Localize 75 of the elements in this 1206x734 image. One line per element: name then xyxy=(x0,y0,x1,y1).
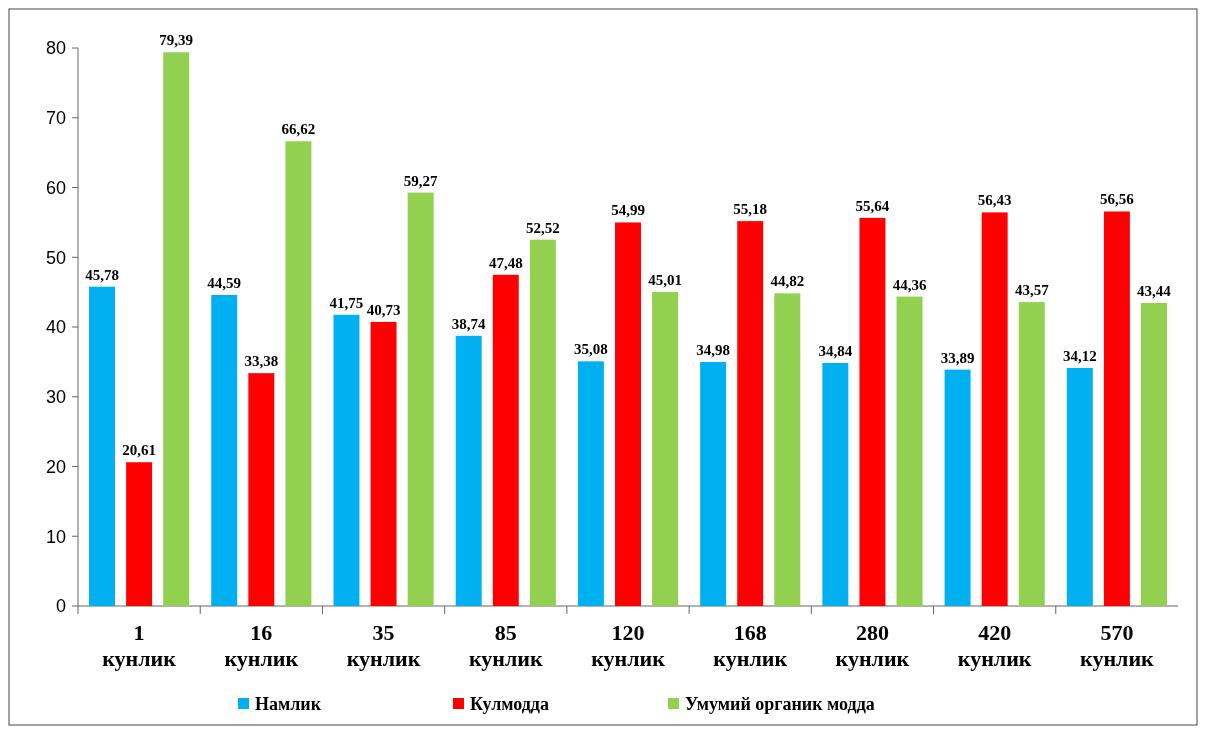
data-label: 43,57 xyxy=(1014,282,1050,299)
y-tick-label: 0 xyxy=(55,596,66,617)
y-tick-label: 20 xyxy=(45,456,66,477)
x-tick-label: 1 кунлик xyxy=(102,620,177,671)
data-label: 55,64 xyxy=(855,197,890,214)
x-tick-label: 85 кунлик xyxy=(468,620,543,671)
bar xyxy=(1066,368,1093,606)
bar xyxy=(370,321,397,606)
y-tick-label: 30 xyxy=(45,387,66,408)
data-label: 45,01 xyxy=(648,272,682,289)
data-label: 52,52 xyxy=(525,219,560,236)
bar xyxy=(944,369,971,606)
x-tick-label: 35 кунлик xyxy=(346,620,421,671)
data-label: 43,44 xyxy=(1137,283,1172,300)
data-label: 44,36 xyxy=(892,276,927,293)
data-label: 34,12 xyxy=(1062,348,1097,365)
data-label: 40,73 xyxy=(366,301,401,318)
bar xyxy=(529,239,556,606)
data-label: 55,18 xyxy=(733,201,768,218)
data-label: 33,38 xyxy=(244,353,279,370)
data-label: 79,39 xyxy=(159,32,194,49)
data-label: 45,78 xyxy=(85,266,119,283)
x-tick-label: 16 кунлик xyxy=(224,620,299,671)
bar xyxy=(1103,211,1130,606)
data-label: 35,08 xyxy=(574,341,608,358)
bar xyxy=(896,296,923,606)
bar xyxy=(126,462,153,606)
bar xyxy=(700,362,727,606)
data-label: 44,82 xyxy=(770,273,805,290)
bar xyxy=(577,361,604,606)
bar xyxy=(652,292,679,606)
bar xyxy=(615,222,641,606)
bar xyxy=(981,212,1008,606)
x-tick-label: 168 кунлик xyxy=(713,620,788,671)
bar xyxy=(285,141,312,606)
data-label: 66,62 xyxy=(281,121,316,138)
legend-label: Намлик xyxy=(255,694,322,715)
data-label: 41,75 xyxy=(329,294,364,311)
y-tick-label: 70 xyxy=(45,108,66,129)
data-label: 56,56 xyxy=(1100,191,1135,208)
bar xyxy=(492,274,519,606)
bar xyxy=(89,286,115,606)
bar xyxy=(859,217,886,606)
data-label: 59,27 xyxy=(403,172,439,189)
data-label: 44,59 xyxy=(207,274,242,291)
bar xyxy=(211,294,238,606)
bar xyxy=(737,221,764,606)
y-tick-label: 60 xyxy=(45,177,66,198)
data-label: 34,84 xyxy=(818,342,853,359)
y-tick-label: 50 xyxy=(45,247,66,268)
legend-label: Умумий органик модда xyxy=(685,694,875,715)
data-label: 33,89 xyxy=(940,349,975,366)
bar xyxy=(822,362,849,606)
data-label: 20,61 xyxy=(122,442,156,459)
x-tick-label: 280 кунлик xyxy=(835,620,910,671)
data-label: 34,98 xyxy=(696,342,731,359)
x-tick-label: 570 кунлик xyxy=(1080,620,1155,671)
bar xyxy=(248,373,275,606)
y-tick-label: 10 xyxy=(45,526,66,547)
bar xyxy=(163,52,190,606)
bar xyxy=(407,192,434,606)
data-label: 56,43 xyxy=(977,192,1012,209)
x-tick-label: 120 кунлик xyxy=(591,620,666,671)
data-label: 38,74 xyxy=(451,315,487,332)
bar xyxy=(774,293,801,606)
data-label: 47,48 xyxy=(488,254,523,271)
bar xyxy=(1141,303,1167,606)
y-tick-label: 40 xyxy=(45,317,66,338)
data-label: 54,99 xyxy=(611,202,645,219)
bar xyxy=(455,335,482,606)
bar xyxy=(333,314,360,606)
x-tick-label: 420 кунлик xyxy=(957,620,1032,671)
y-tick-label: 80 xyxy=(45,38,66,59)
bar xyxy=(1018,302,1045,606)
legend-label: Кулмодда xyxy=(470,694,549,715)
